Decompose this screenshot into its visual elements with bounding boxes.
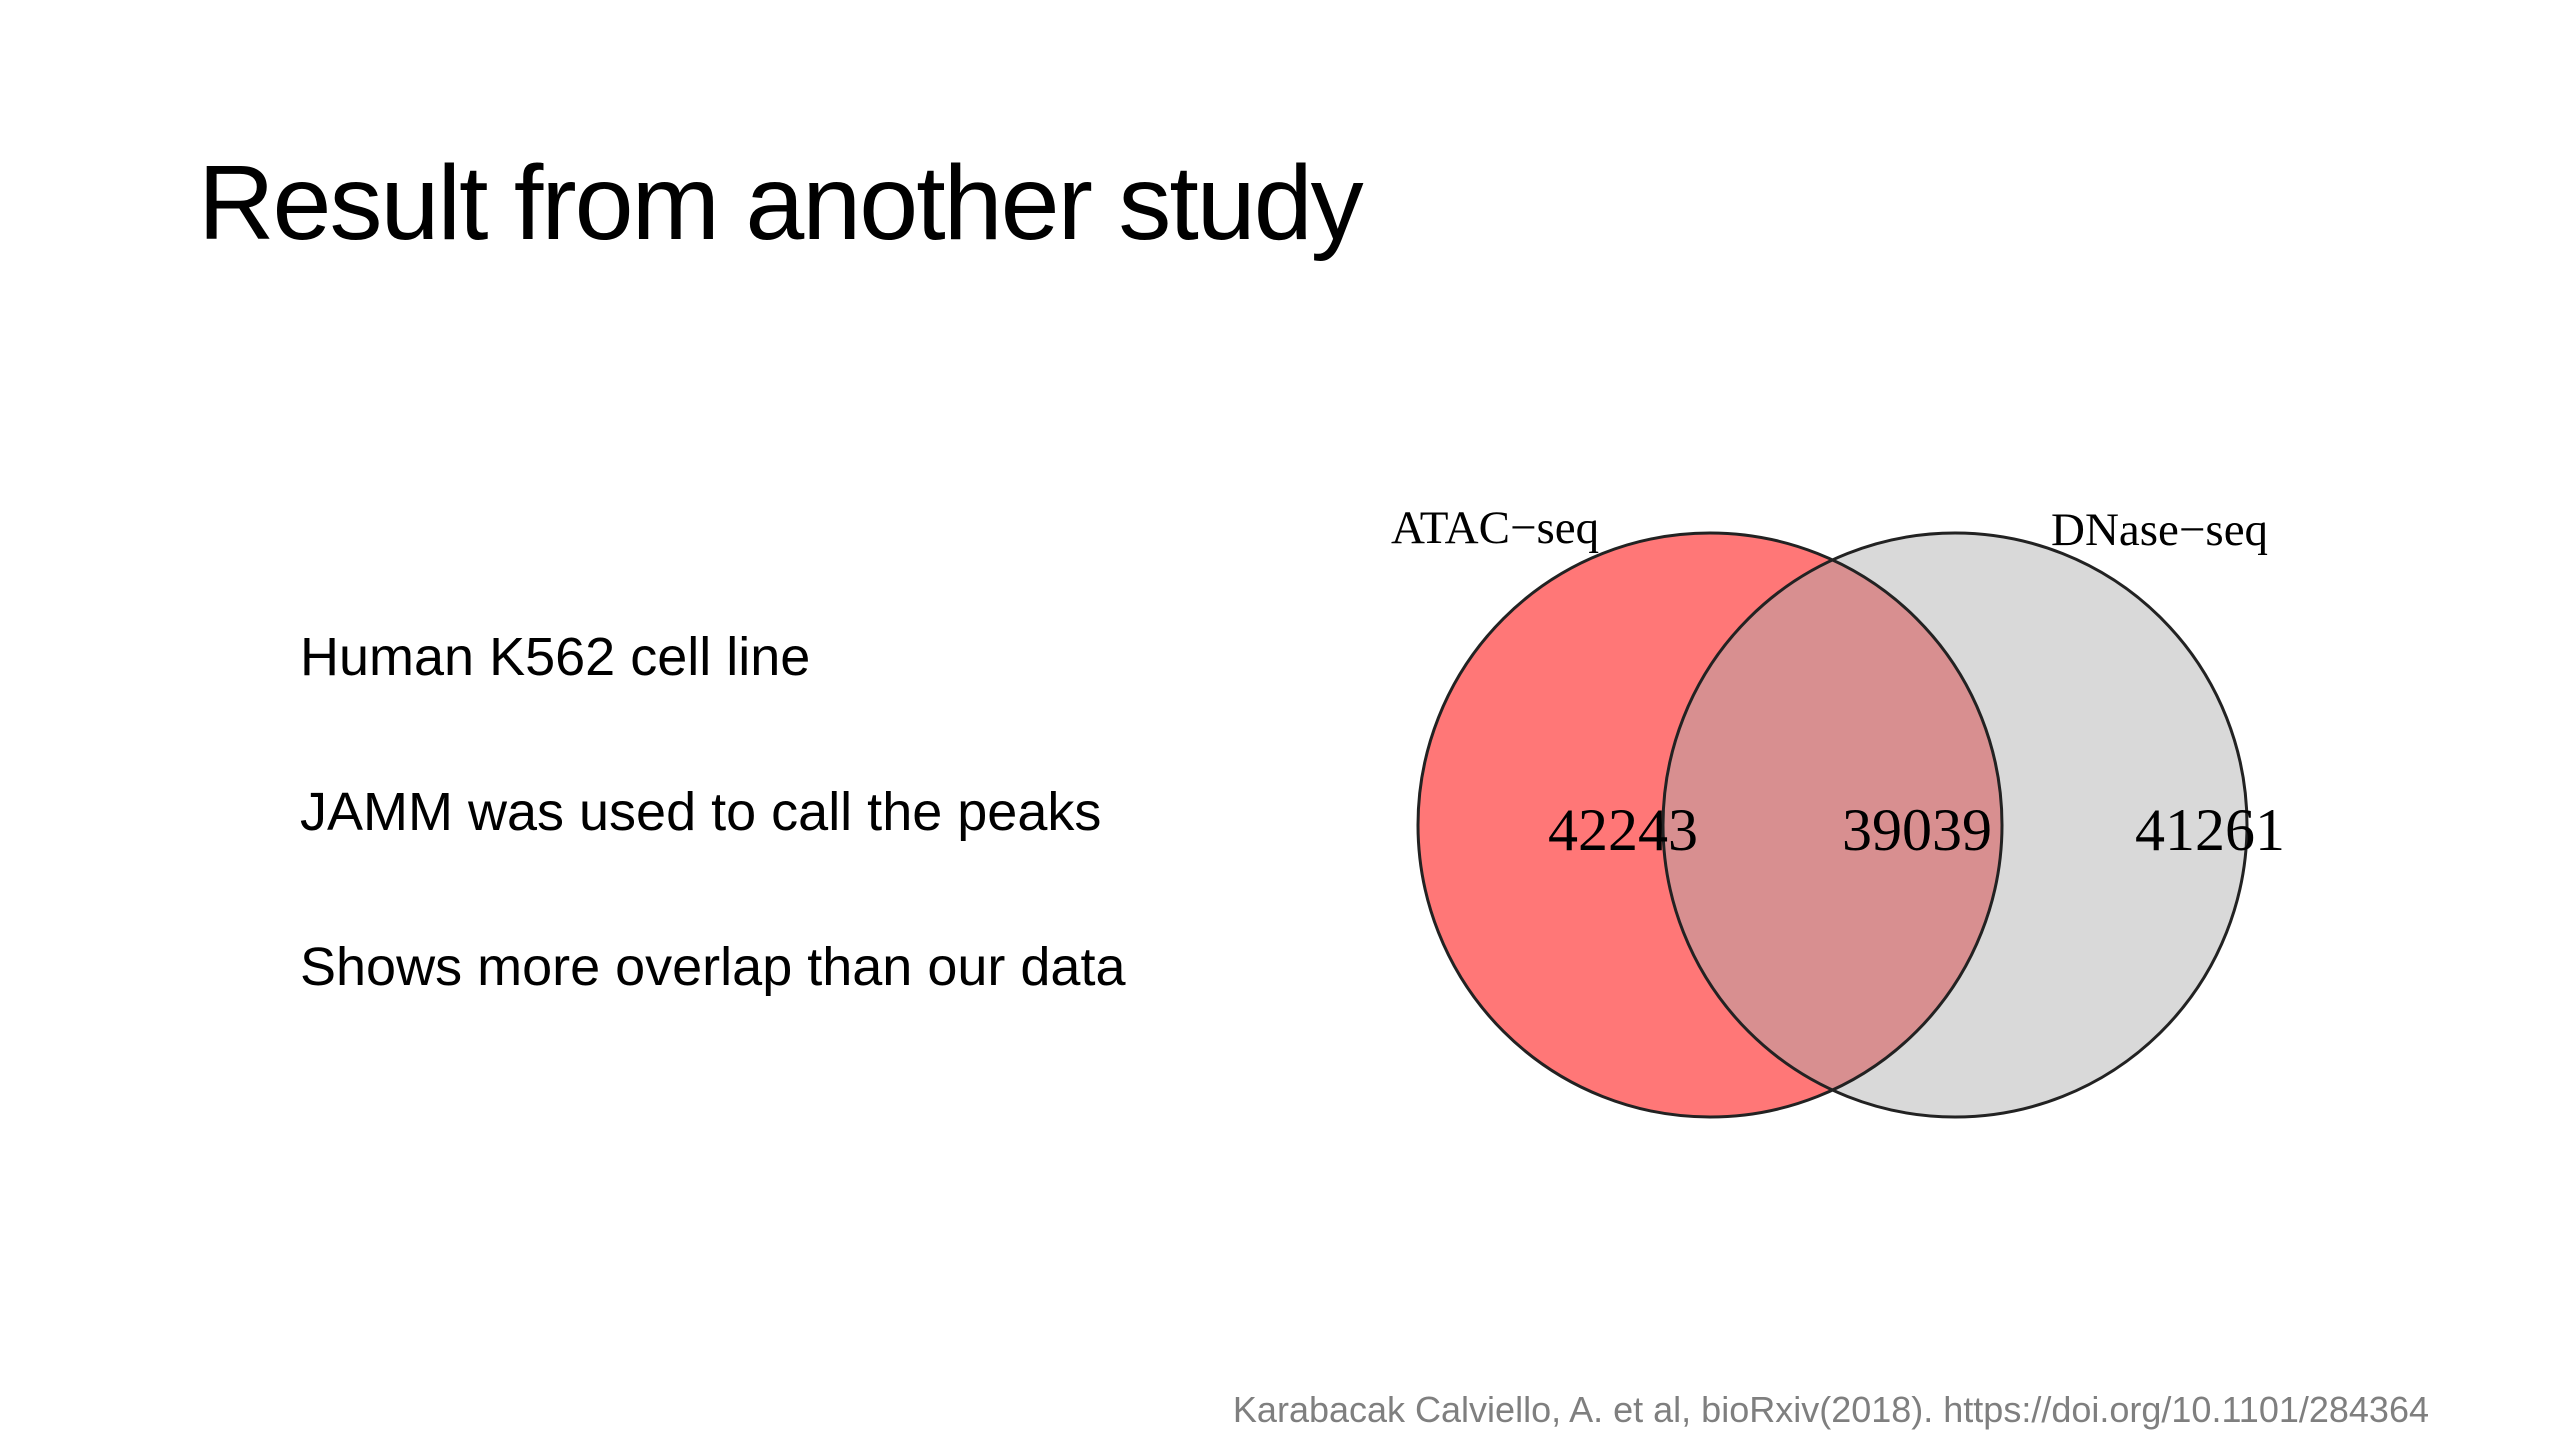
bullet-item: Shows more overlap than our data bbox=[300, 937, 1126, 997]
venn-diagram: ATAC−seq DNase−seq 42243 39039 41261 bbox=[1391, 502, 2285, 1119]
overlap-region bbox=[1663, 533, 2002, 1117]
bullet-list: Human K562 cell line JAMM was used to ca… bbox=[300, 630, 1125, 1095]
dnase-seq-outline bbox=[1661, 531, 2249, 1119]
atac-seq-label: ATAC−seq bbox=[1391, 502, 1599, 554]
dnase-seq-label: DNase−seq bbox=[2051, 504, 2268, 556]
citation: Karabacak Calviello, A. et al, bioRxiv(2… bbox=[1232, 1389, 2429, 1430]
overlap-count: 39039 bbox=[1842, 797, 1992, 863]
bullet-item: JAMM was used to call the peaks bbox=[300, 782, 1102, 842]
atac-seq-outline bbox=[1416, 531, 2004, 1119]
bullet-item: Human K562 cell line bbox=[300, 627, 811, 687]
dnase-seq-only-count: 41261 bbox=[2135, 797, 2285, 863]
slide-title: Result from another study bbox=[198, 144, 1364, 262]
atac-seq-only-count: 42243 bbox=[1548, 797, 1698, 863]
